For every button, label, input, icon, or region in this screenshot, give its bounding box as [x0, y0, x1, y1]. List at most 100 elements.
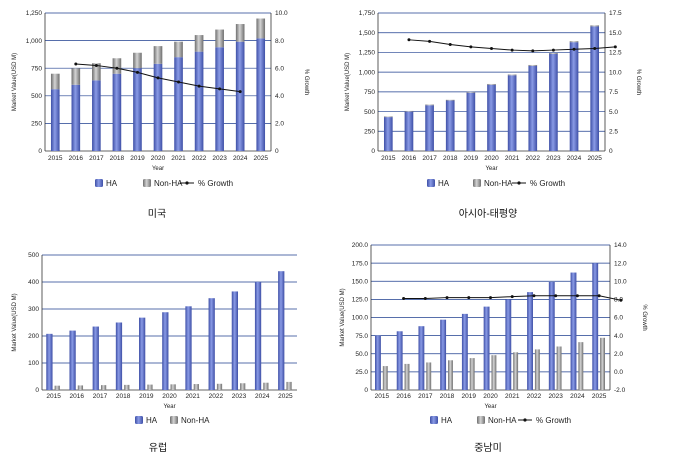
- y2-tick-label: -2.0: [614, 387, 626, 394]
- bar-ha: [231, 291, 239, 390]
- growth-point: [510, 295, 514, 299]
- legend-label-non-ha: Non-HA: [154, 179, 183, 188]
- y2-tick-label: 10.0: [609, 69, 622, 76]
- growth-point: [551, 48, 555, 52]
- growth-point: [597, 294, 601, 298]
- bar-non-ha: [448, 360, 453, 390]
- y-tick-label: 175.0: [352, 260, 369, 267]
- x-tick-label: 2022: [209, 393, 224, 400]
- y2-tick-label: 14.0: [614, 242, 627, 249]
- growth-point: [402, 296, 406, 300]
- x-tick-label: 2015: [375, 393, 390, 400]
- y-tick-label: 0: [38, 148, 42, 155]
- bar-non-ha: [215, 29, 224, 48]
- y2-tick-label: 15.0: [609, 30, 622, 37]
- y2-tick-label: 10.0: [275, 10, 288, 17]
- chart-panel-1: 0 250 500 750 1,000 1,250 0 2.0 4.0 6.0 8.0 10.0 201…: [12, 10, 309, 220]
- y2-tick-label: 0: [609, 148, 613, 155]
- x-tick-label: 2015: [48, 155, 63, 162]
- x-axis-label: Year: [163, 404, 175, 410]
- bar-ha: [208, 298, 215, 390]
- y-tick-label: 50.0: [355, 351, 368, 358]
- bar-non-ha: [77, 385, 84, 390]
- bar-non-ha: [556, 346, 562, 390]
- legend-swatch-non-ha: [143, 179, 151, 187]
- x-tick-label: 2024: [570, 393, 585, 400]
- bar-ha: [404, 111, 414, 151]
- growth-point: [445, 296, 449, 300]
- bar-non-ha: [528, 64, 538, 66]
- bar-ha: [396, 331, 403, 390]
- y-tick-label: 100: [28, 360, 39, 367]
- legend-label-non-ha: Non-HA: [488, 416, 517, 425]
- bar-ha: [590, 26, 600, 151]
- y-tick-label: 200: [28, 333, 39, 340]
- bar-non-ha: [133, 52, 142, 69]
- x-tick-label: 2018: [443, 155, 458, 162]
- x-tick-label: 2016: [396, 393, 411, 400]
- legend-swatch-ha: [430, 416, 438, 424]
- legend-swatch-non-ha: [477, 416, 485, 424]
- legend-swatch-ha: [95, 179, 103, 187]
- growth-point: [593, 46, 597, 50]
- growth-point: [238, 90, 242, 94]
- x-tick-label: 2020: [151, 155, 166, 162]
- growth-point: [510, 48, 514, 52]
- bar-non-ha: [193, 384, 199, 390]
- y2-tick-label: 2.0: [614, 351, 623, 358]
- bar-ha: [440, 319, 447, 390]
- y2-tick-label: 8.0: [275, 38, 284, 45]
- bar-ha: [112, 73, 122, 151]
- y2-tick-label: 2.0: [275, 121, 284, 128]
- y-tick-label: 1,000: [359, 69, 376, 76]
- legend-swatch-non-ha: [170, 416, 178, 424]
- bar-ha: [569, 42, 579, 152]
- bar-non-ha: [569, 41, 579, 43]
- growth-point: [572, 47, 576, 51]
- bar-ha: [254, 282, 262, 390]
- x-tick-label: 2022: [526, 155, 541, 162]
- y-tick-label: 200.0: [352, 242, 369, 249]
- y-tick-label: 1,250: [359, 50, 376, 57]
- bar-non-ha: [216, 383, 223, 390]
- bar-non-ha: [170, 384, 176, 390]
- x-tick-label: 2022: [527, 393, 542, 400]
- bar-non-ha: [513, 352, 519, 390]
- y2-tick-label: 12.5: [609, 50, 622, 57]
- y-tick-label: 250: [31, 121, 42, 128]
- bar-non-ha: [153, 46, 163, 64]
- bar-non-ha: [383, 116, 393, 118]
- bar-ha: [69, 330, 76, 390]
- bar-non-ha: [194, 35, 204, 52]
- bar-ha: [592, 263, 599, 390]
- y-tick-label: 750: [31, 65, 42, 72]
- y-tick-label: 1,500: [359, 30, 376, 37]
- bar-non-ha: [124, 384, 130, 390]
- legend-label-ha: HA: [438, 179, 450, 188]
- legend-label-growth: % Growth: [198, 179, 233, 188]
- bar-non-ha: [256, 18, 266, 39]
- y-axis-label: Market Value(USD M): [345, 53, 351, 111]
- bar-non-ha: [590, 25, 600, 27]
- legend-marker-growth: [523, 418, 527, 422]
- legend-swatch-ha: [427, 179, 435, 187]
- legend-label-growth: % Growth: [536, 416, 571, 425]
- bar-non-ha: [426, 362, 432, 390]
- y2-tick-label: 0.0: [614, 369, 623, 376]
- legend-label-non-ha: Non-HA: [181, 416, 210, 425]
- x-tick-label: 2022: [192, 155, 207, 162]
- growth-point: [156, 76, 160, 80]
- x-tick-label: 2025: [587, 155, 602, 162]
- y-tick-label: 75.0: [355, 333, 368, 340]
- bar-non-ha: [54, 385, 60, 390]
- bar-ha: [487, 84, 496, 151]
- legend-label-ha: HA: [106, 179, 118, 188]
- y-tick-label: 500: [31, 93, 42, 100]
- x-tick-label: 2017: [418, 393, 433, 400]
- bar-non-ha: [578, 342, 584, 390]
- bar-ha: [483, 306, 490, 390]
- bar-ha: [174, 57, 183, 151]
- panel-title: 중남미: [474, 442, 502, 454]
- bar-non-ha: [534, 349, 540, 390]
- bar-non-ha: [147, 384, 153, 390]
